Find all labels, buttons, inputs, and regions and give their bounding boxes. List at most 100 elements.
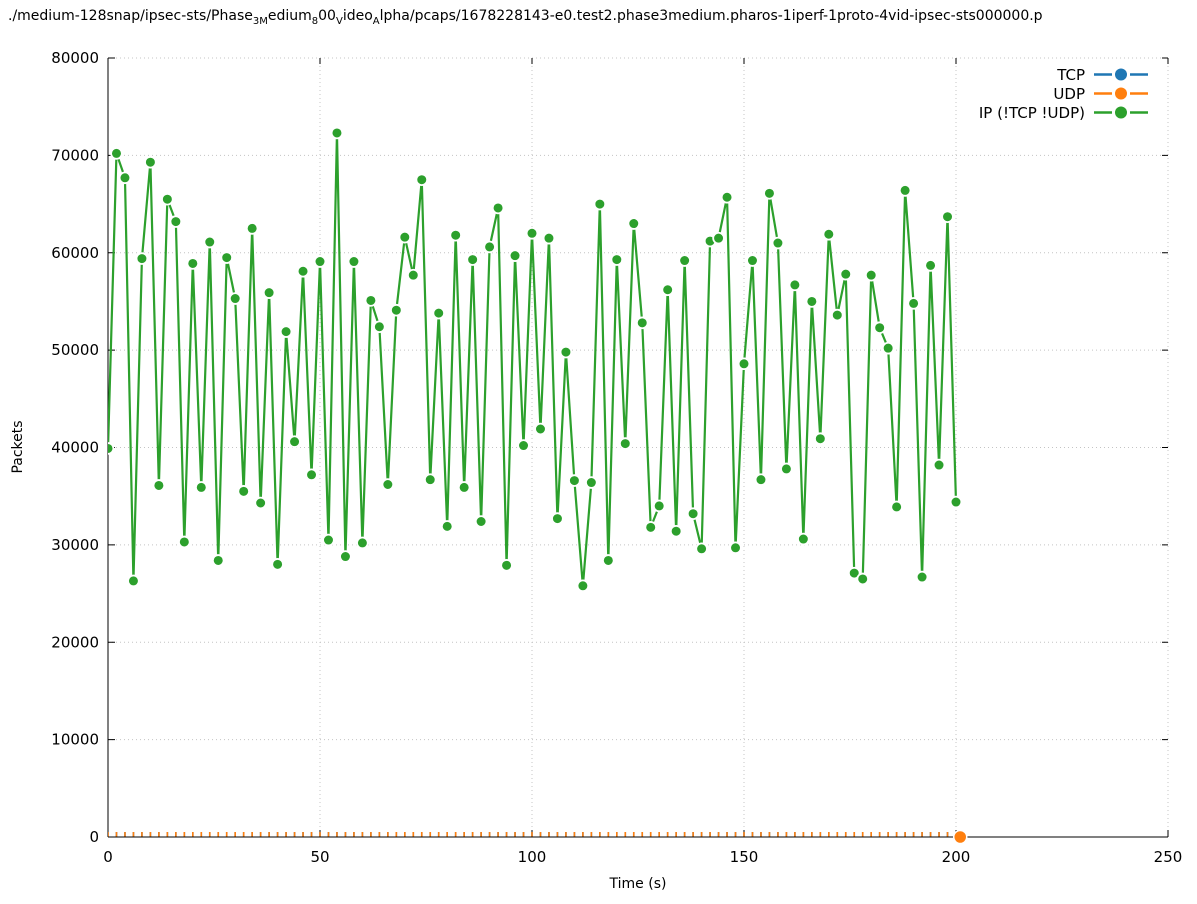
legend-label: UDP — [1053, 85, 1085, 103]
ip-point — [797, 532, 810, 546]
y-tick-label: 60000 — [51, 244, 99, 262]
ip-point — [737, 357, 751, 371]
ip-point — [228, 292, 242, 305]
ip-point — [585, 476, 598, 489]
ip-point — [754, 473, 768, 486]
ip-point — [245, 222, 259, 235]
ip-point — [457, 481, 471, 494]
title-subscript: A — [372, 16, 380, 24]
ip-point — [593, 197, 607, 211]
ip-point — [373, 320, 386, 334]
ip-point — [627, 217, 641, 230]
title-subscript: 3M — [252, 16, 268, 24]
ip-point — [262, 286, 276, 299]
ip-point — [890, 500, 903, 514]
legend-point-sample — [1115, 68, 1127, 81]
ip-point — [347, 255, 361, 268]
ip-point — [695, 542, 708, 556]
ip-point — [211, 554, 225, 567]
ip-point — [525, 226, 539, 240]
ip-point — [746, 254, 759, 267]
legend-point-sample — [1115, 87, 1127, 100]
legend-label: IP (!TCP !UDP) — [979, 104, 1085, 122]
ip-point — [127, 574, 140, 588]
legend-entry: TCP — [1056, 66, 1148, 84]
ip-point — [712, 231, 725, 245]
ip-point — [568, 474, 581, 487]
ip-point — [686, 507, 700, 521]
ip-point — [330, 126, 344, 140]
ip-point — [814, 432, 827, 446]
x-tick-label: 200 — [942, 848, 971, 866]
ip-point — [406, 268, 420, 282]
ip-point — [110, 147, 123, 160]
ip-point — [203, 235, 217, 249]
ip-point — [271, 558, 284, 571]
ip-point — [186, 257, 200, 270]
udp-series — [108, 832, 957, 837]
legend-entry: UDP — [1053, 85, 1148, 103]
ip-point — [542, 231, 556, 245]
ip-point — [847, 566, 861, 580]
ip-point — [864, 268, 878, 282]
udp-final-point — [952, 829, 968, 845]
ip-point — [949, 495, 963, 509]
ip-point — [169, 215, 183, 228]
ip-point — [559, 345, 573, 359]
ip-point — [108, 442, 115, 455]
y-tick-label: 70000 — [51, 146, 99, 164]
ip-point — [449, 228, 462, 242]
ip-point — [194, 481, 208, 494]
ip-point — [161, 192, 174, 206]
x-tick-label: 50 — [310, 848, 329, 866]
title-subscript: 8 — [311, 16, 319, 24]
ip-point — [135, 252, 149, 265]
ip-point — [907, 297, 920, 310]
ip-point — [517, 439, 530, 452]
ip-point — [830, 308, 844, 322]
ip-point — [839, 267, 853, 281]
ip-point — [152, 479, 166, 492]
ip-point — [381, 478, 395, 491]
ip-point — [398, 230, 412, 244]
ip-point — [669, 524, 683, 538]
ip-point — [313, 255, 327, 268]
ip-point — [941, 210, 954, 224]
x-tick-label: 0 — [103, 848, 113, 866]
ip-point — [618, 437, 632, 450]
ip-point — [661, 283, 674, 297]
ip-point — [915, 570, 929, 584]
y-tick-label: 0 — [89, 828, 99, 846]
ip-point — [305, 468, 318, 482]
y-tick-label: 40000 — [51, 439, 99, 457]
x-tick-label: 150 — [730, 848, 759, 866]
x-tick-label: 250 — [1154, 848, 1183, 866]
ip-point — [856, 572, 870, 586]
ip-point — [602, 554, 615, 567]
ip-point — [322, 533, 335, 547]
ip-point — [924, 259, 937, 272]
ip-point — [500, 559, 513, 572]
ip-point — [729, 541, 742, 555]
ip-point — [390, 303, 403, 317]
ip-point — [432, 306, 446, 320]
ip-point — [771, 236, 785, 250]
y-tick-label: 20000 — [51, 633, 99, 651]
ip-point — [356, 536, 369, 550]
chart-title: ./medium-128snap/ipsec-sts/Phase3Medium8… — [8, 8, 1197, 24]
y-tick-label: 80000 — [51, 49, 99, 67]
ip-point — [822, 227, 836, 241]
title-segment: edium — [267, 8, 312, 24]
tick-labels: 0 10000 20000 30000 40000 50000 60000 70000 8000… — [51, 49, 1182, 866]
title-subscript: V — [335, 16, 343, 24]
legend-point-sample — [1115, 106, 1127, 119]
x-axis-label: Time (s) — [609, 876, 667, 892]
ip-point — [491, 201, 505, 215]
ip-point — [652, 499, 666, 513]
y-tick-label: 10000 — [51, 731, 99, 749]
y-tick-label: 30000 — [51, 536, 99, 554]
ip-point — [788, 278, 802, 292]
ip-point — [678, 254, 691, 267]
